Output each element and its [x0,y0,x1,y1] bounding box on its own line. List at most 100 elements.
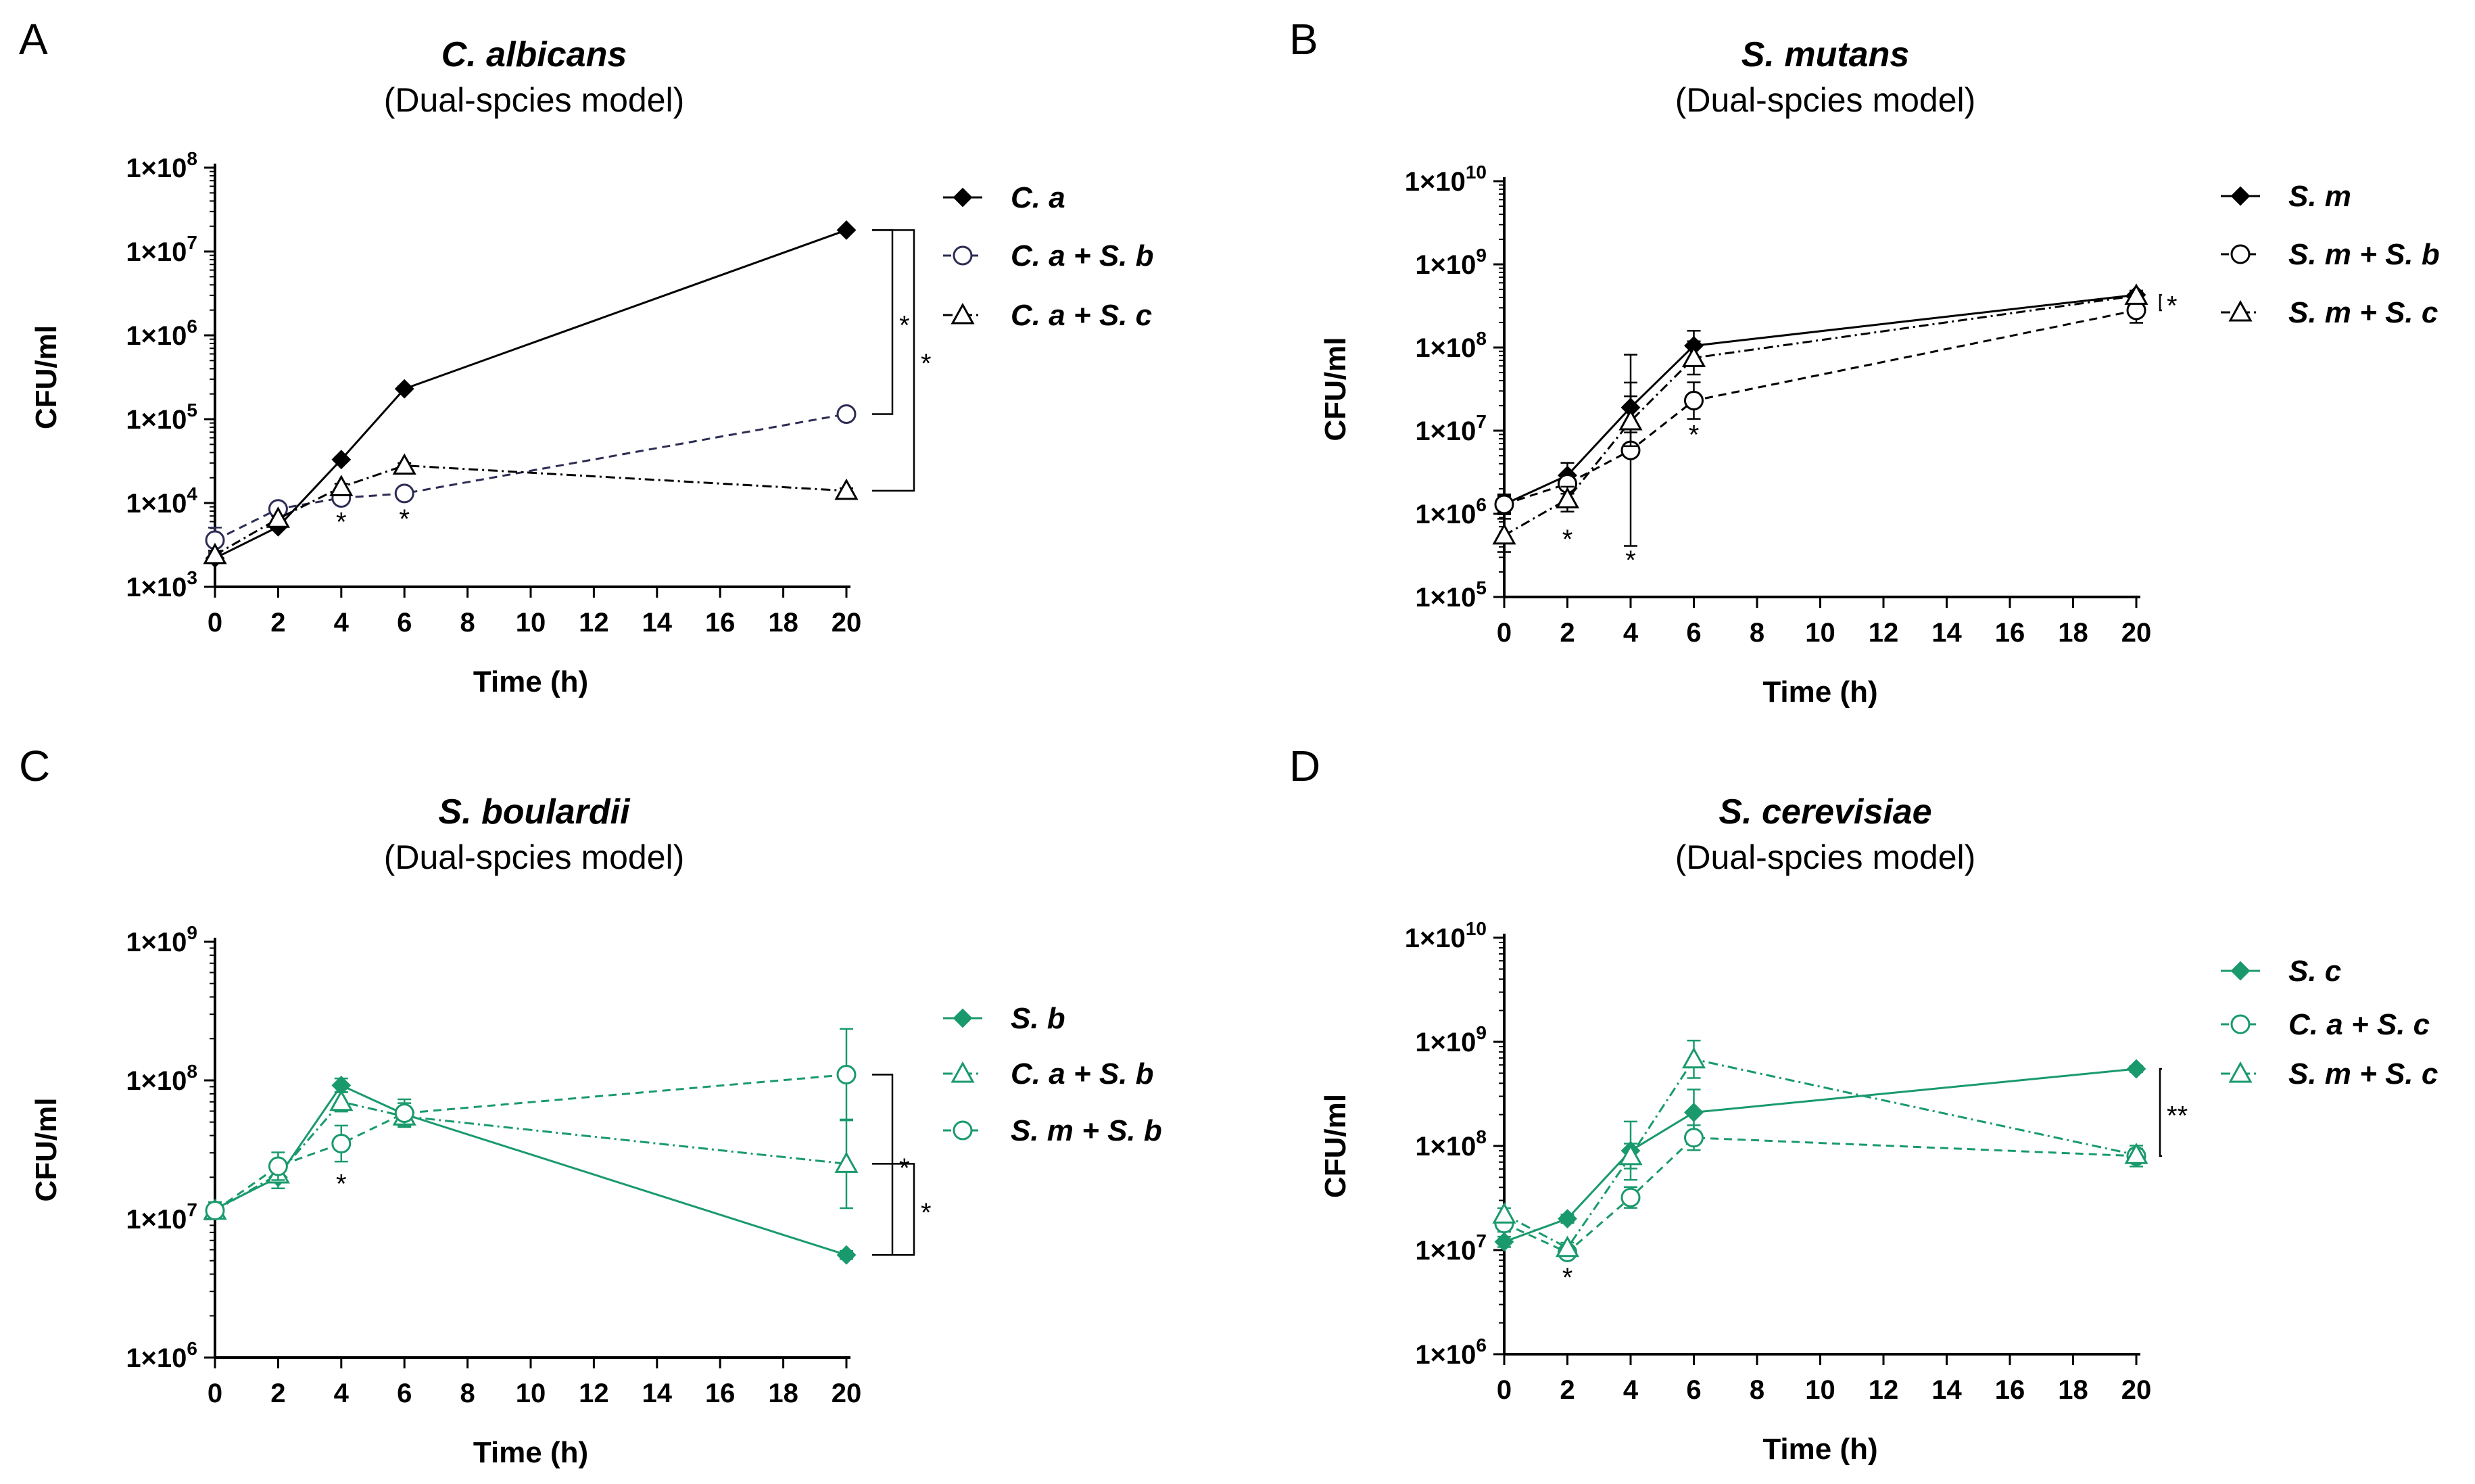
data-point [266,506,290,528]
significance-star: * [899,1153,910,1183]
chart-subtitle: (Dual-spcies model) [1675,838,1976,876]
chart-subtitle: (Dual-spcies model) [384,81,685,119]
legend-marker [2228,1061,2253,1083]
x-axis-label: Time (h) [473,1436,588,1469]
legend-marker [2230,961,2251,981]
legend-item: S. m + S. c [2221,296,2438,329]
panel-letter: D [1289,742,1320,790]
significance-star: ** [2167,1101,2188,1130]
bracket-line [872,1074,894,1256]
chart-panel-A: A C. albicans (Dual-spcies model) 0 2 4 6 8 10 12… [19,15,1154,698]
series-line [1504,309,2137,506]
data-point [1681,345,1706,367]
y-tick-label: 1×107 [1415,1230,1487,1266]
legend-item: S. c [2221,955,2341,988]
x-tick-label: 8 [1750,1375,1764,1405]
data-point [836,404,857,424]
y-tick-label: 1×106 [126,316,197,351]
data-point [1684,1128,1704,1148]
x-tick-label: 4 [334,608,350,638]
x-tick-label: 0 [1497,1375,1512,1405]
legend-label: C. a + S. b [1011,1057,1154,1091]
significance-bracket: * [872,229,932,492]
bracket-line [872,229,915,492]
y-tick-label: 1×106 [1415,494,1487,529]
significance-star: * [2167,291,2178,321]
x-tick-label: 18 [768,608,798,638]
data-point [1492,1202,1516,1224]
legend-label: S. m + S. c [2288,1057,2438,1091]
significance-bracket: ** [2159,1068,2188,1157]
y-tick-label: 1×106 [126,1338,197,1373]
data-point [1620,1187,1641,1207]
x-tick-label: 8 [1750,618,1764,648]
x-tick-label: 14 [1931,1375,1962,1405]
data-point [834,1151,859,1173]
significance-star: * [921,1198,932,1228]
legend-item: C. a + S. c [943,299,1152,332]
significance-star: * [921,349,932,379]
series-c-a [205,220,857,568]
y-axis-label: CFU/ml [1319,1094,1352,1198]
chart-subtitle: (Dual-spcies model) [1675,81,1976,119]
y-tick-label: 1×103 [126,567,197,602]
x-tick-label: 8 [460,1379,475,1408]
data-point [836,1245,857,1265]
significance-bracket: * [872,229,910,415]
data-point [1494,494,1514,514]
x-tick-label: 12 [579,1379,609,1408]
legend-item: C. a [943,181,1065,214]
chart-title: S. boulardii [438,792,631,832]
series-c-a-s-c [203,453,859,565]
x-tick-label: 14 [642,1379,673,1408]
series-s-m-s-b [1494,297,2146,547]
x-tick-label: 10 [516,1379,546,1408]
y-axis-label: CFU/ml [30,325,63,429]
data-point [392,453,416,475]
legend-marker [2228,300,2253,322]
x-tick-label: 16 [1995,618,2025,648]
legend-item: S. b [943,1002,1065,1035]
significance-star: * [1625,546,1636,575]
significance-star: * [1689,421,1700,450]
y-axis-label: CFU/ml [30,1098,63,1202]
y-tick-label: 1×104 [126,483,197,519]
data-point [2124,1143,2148,1164]
series-s-m [1494,285,2146,514]
legend-label: S. b [1011,1002,1065,1035]
legend-marker [951,1061,975,1083]
series-line [214,1074,847,1212]
x-tick-label: 2 [1560,1375,1575,1405]
y-axis-label: CFU/ml [1319,337,1352,441]
legend-label: C. a + S. b [1011,239,1154,272]
chart-panel-C: C S. boulardii (Dual-spcies model) 0 2 4 6 8 10 1… [19,742,1162,1469]
data-point [2124,283,2148,305]
x-tick-label: 2 [270,608,285,638]
legend-marker [951,302,975,325]
y-tick-label: 1×109 [1415,245,1487,280]
y-tick-label: 1×108 [1415,1126,1487,1162]
y-tick-label: 1×109 [126,922,197,957]
series-s-m-s-c [1492,1039,2148,1258]
bracket-line [2159,293,2162,312]
data-point [203,542,227,565]
x-tick-label: 18 [2058,1375,2088,1405]
data-point [1558,1209,1577,1229]
legend-marker [953,187,973,208]
x-tick-label: 18 [768,1379,798,1408]
series-s-m-s-b [205,1028,857,1221]
x-axis-label: Time (h) [1762,1433,1877,1466]
legend-marker [2230,186,2251,206]
legend-label: S. m + S. b [1011,1114,1162,1147]
legend-item: S. m + S. c [2221,1057,2438,1091]
significance-bracket: * [872,1074,910,1256]
x-tick-label: 6 [1686,1375,1701,1405]
legend-item: S. m + S. b [2221,238,2440,271]
series-s-c [1494,1059,2146,1252]
x-tick-label: 4 [1623,1375,1639,1405]
series-line [214,1101,847,1212]
significance-star: * [336,1170,347,1199]
x-tick-label: 2 [1560,618,1575,648]
x-tick-label: 20 [2121,618,2152,648]
